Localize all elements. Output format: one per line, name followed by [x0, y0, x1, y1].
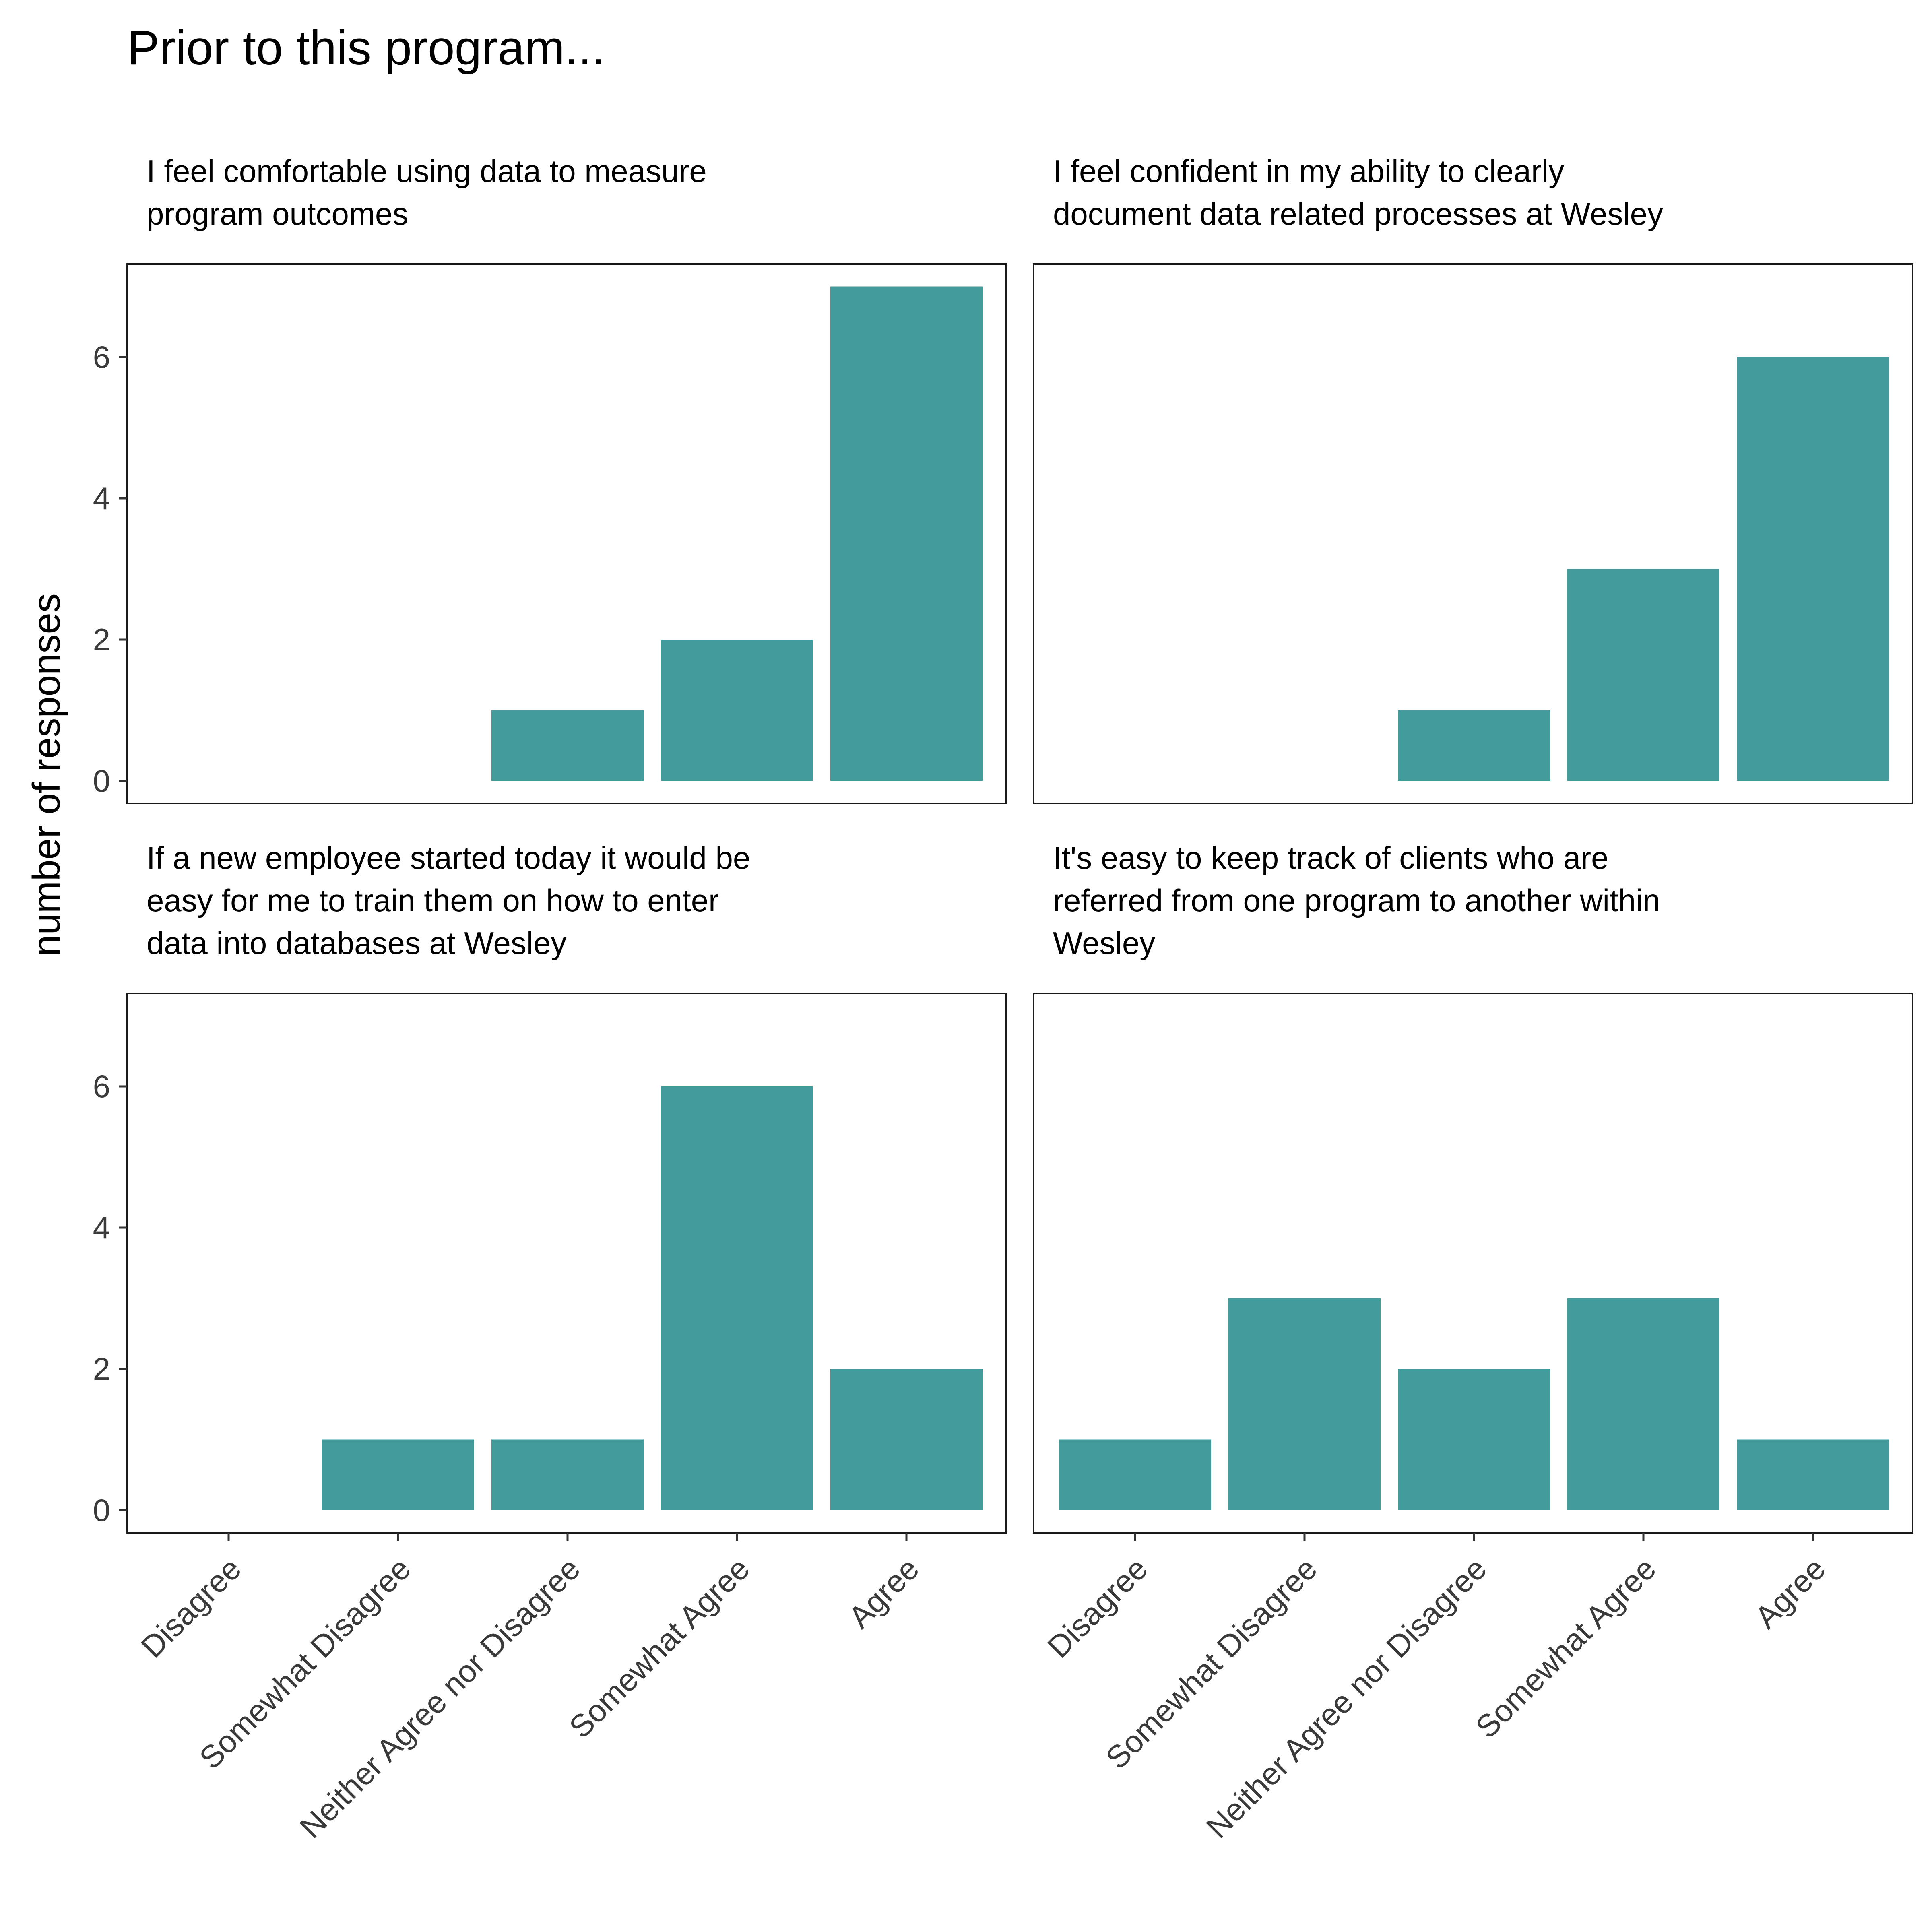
- y-tick-label: 0: [93, 763, 110, 799]
- y-tick-label: 0: [93, 1492, 110, 1528]
- bar: [1398, 1369, 1550, 1510]
- bar: [830, 1369, 983, 1510]
- facet-title-line: document data related processes at Wesle…: [1053, 196, 1663, 231]
- facet-title-line: I feel confident in my ability to clearl…: [1053, 153, 1564, 189]
- bar: [491, 1439, 644, 1510]
- x-tick-label: Somewhat Agree: [562, 1551, 756, 1745]
- panel-border: [126, 263, 1007, 804]
- facet-title-line: I feel comfortable using data to measure: [147, 153, 707, 189]
- facet-panel: If a new employee started today it would…: [93, 840, 1007, 1845]
- bar: [322, 1439, 474, 1510]
- y-tick-label: 6: [93, 1069, 110, 1104]
- bar: [1737, 1439, 1889, 1510]
- chart-title: Prior to this program...: [127, 21, 605, 75]
- x-tick-label: Disagree: [134, 1551, 248, 1665]
- bar: [1567, 569, 1719, 781]
- facet-title-line: It's easy to keep track of clients who a…: [1053, 840, 1609, 875]
- facet-title-line: program outcomes: [147, 196, 408, 231]
- bar: [1737, 357, 1889, 781]
- facet-panel: I feel comfortable using data to measure…: [93, 153, 1007, 804]
- y-tick-label: 2: [93, 622, 110, 657]
- bar: [1398, 710, 1550, 781]
- facet-title-line: If a new employee started today it would…: [147, 840, 750, 875]
- x-tick-label: Neither Agree nor Disagree: [1199, 1551, 1493, 1845]
- facet-title-line: easy for me to train them on how to ente…: [147, 883, 719, 918]
- bar: [661, 640, 813, 781]
- x-tick-label: Agree: [842, 1551, 926, 1635]
- y-tick-label: 6: [93, 339, 110, 375]
- bar: [661, 1086, 813, 1510]
- facet-title-line: referred from one program to another wit…: [1053, 883, 1660, 918]
- facet-panels: I feel comfortable using data to measure…: [93, 153, 1913, 1845]
- bar: [1228, 1298, 1381, 1510]
- bar: [830, 286, 983, 781]
- facet-panel: I feel confident in my ability to clearl…: [1033, 153, 1913, 804]
- facet-title-line: data into databases at Wesley: [147, 925, 567, 961]
- x-tick-label: Agree: [1748, 1551, 1832, 1635]
- x-tick-label: Neither Agree nor Disagree: [293, 1551, 587, 1845]
- facet-title-line: Wesley: [1053, 925, 1155, 961]
- bar: [1567, 1298, 1719, 1510]
- y-tick-label: 4: [93, 481, 110, 516]
- x-tick-label: Disagree: [1040, 1551, 1154, 1665]
- x-tick-label: Somewhat Agree: [1469, 1551, 1663, 1745]
- facet-panel: It's easy to keep track of clients who a…: [1033, 840, 1913, 1845]
- bar: [1059, 1439, 1211, 1510]
- bar: [491, 710, 644, 781]
- panel-border: [1033, 263, 1913, 804]
- y-tick-label: 4: [93, 1210, 110, 1245]
- y-axis-label: number of responses: [25, 593, 68, 956]
- y-tick-label: 2: [93, 1351, 110, 1387]
